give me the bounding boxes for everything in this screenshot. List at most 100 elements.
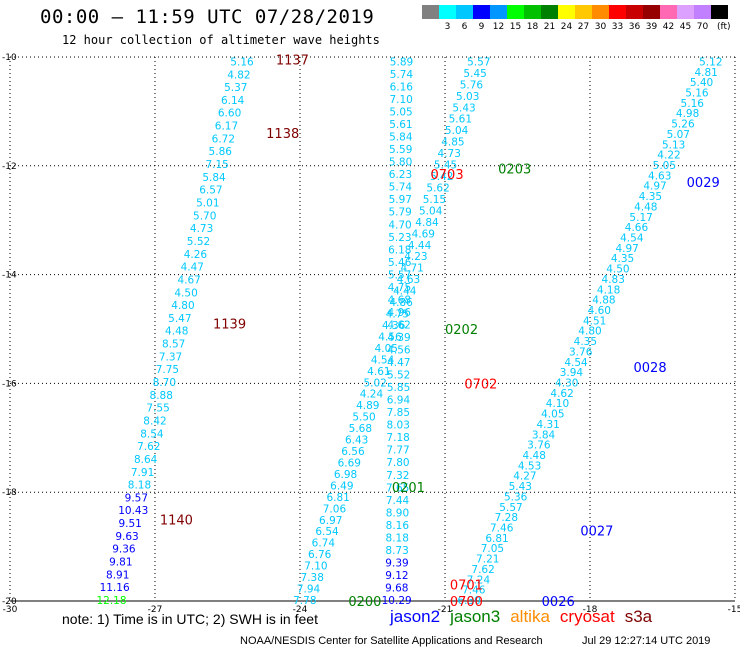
swh-value-label: 4.63 — [397, 274, 420, 286]
swh-value-label: 6.60 — [218, 108, 241, 120]
swh-value-label: 4.31 — [536, 419, 559, 431]
swh-value-label: 9.39 — [385, 557, 408, 569]
time-label: 1137 — [276, 54, 309, 69]
swh-value-label: 4.22 — [657, 150, 680, 162]
swh-value-label: 5.17 — [629, 212, 652, 224]
swh-value-label: 4.18 — [597, 284, 620, 296]
swh-value-label: 5.84 — [389, 132, 413, 144]
swh-value-label: 5.52 — [387, 370, 410, 382]
swh-value-label: 4.97 — [615, 243, 638, 255]
swh-value-label: 4.89 — [356, 400, 379, 412]
swh-value-label: 4.66 — [625, 222, 649, 234]
swh-value-label: 5.05 — [389, 107, 412, 119]
swh-value-label: 3.94 — [560, 367, 584, 379]
swh-value-label: 5.45 — [463, 68, 486, 80]
swh-value-label: 5.57 — [499, 502, 522, 514]
swh-value-label: 4.48 — [523, 450, 546, 462]
swh-value-label: 6.76 — [308, 549, 332, 561]
swh-value-label: 5.46 — [388, 257, 412, 269]
swh-value-label: 4.35 — [639, 191, 662, 203]
color-swatch — [507, 5, 524, 19]
swh-value-label: 5.40 — [690, 77, 713, 89]
swh-value-label: 5.45 — [434, 160, 457, 172]
swh-value-label: 5.01 — [196, 197, 219, 209]
swh-value-label: 4.67 — [177, 274, 200, 286]
swh-value-label: 7.85 — [387, 407, 410, 419]
swh-value-label: 6.74 — [312, 538, 336, 550]
swh-value-label: 7.28 — [495, 512, 518, 524]
swh-value-label: 4.54 — [371, 354, 395, 366]
swh-value-label: 4.80 — [578, 326, 601, 338]
swh-value-label: 12.18 — [96, 595, 126, 607]
swh-value-label: 8.18 — [386, 532, 409, 544]
color-swatch — [422, 5, 439, 19]
swh-value-label: 4.97 — [643, 181, 666, 193]
swh-value-label: 7.94 — [297, 584, 321, 596]
swh-value-label: 5.02 — [363, 377, 386, 389]
swh-value-label: 5.59 — [389, 144, 412, 156]
swh-value-label: 4.83 — [602, 274, 625, 286]
time-label: 0027 — [580, 524, 613, 539]
color-swatch — [677, 5, 694, 19]
swh-value-label: 6.81 — [326, 492, 349, 504]
swh-value-label: 6.17 — [215, 121, 238, 133]
swh-value-label: 5.80 — [389, 157, 412, 169]
swh-value-label: 7.55 — [146, 403, 169, 415]
color-swatch — [473, 5, 490, 19]
swh-value-label: 7.05 — [481, 543, 504, 555]
swh-value-label: 4.39 — [387, 332, 410, 344]
color-swatch — [609, 5, 626, 19]
swh-value-label: 4.53 — [518, 460, 541, 472]
swh-value-label: 6.72 — [212, 133, 235, 145]
time-label: 0026 — [542, 595, 575, 610]
color-scale-unit: (ft) — [717, 22, 731, 32]
swh-value-label: 5.26 — [671, 119, 695, 131]
swh-value-label: 9.63 — [115, 531, 138, 543]
color-swatch — [643, 5, 660, 19]
swh-value-label: 6.54 — [315, 526, 339, 538]
time-label: 0700 — [450, 595, 483, 610]
time-label: 0202 — [445, 323, 478, 338]
swh-value-label: 7.38 — [301, 572, 324, 584]
color-scale-label: 27 — [577, 22, 590, 32]
page-subtitle: 12 hour collection of altimeter wave hei… — [62, 33, 380, 47]
swh-value-label: 7.06 — [323, 503, 347, 515]
swh-value-label: 5.61 — [389, 119, 412, 131]
x-tick-label: -27 — [148, 605, 163, 615]
swh-value-label: 4.69 — [412, 228, 435, 240]
time-label: 0203 — [498, 163, 531, 178]
swh-value-label: 5.57 — [467, 56, 490, 68]
swh-value-label: 4.80 — [171, 300, 194, 312]
x-tick-label: -30 — [3, 605, 18, 615]
swh-value-label: 4.86 — [389, 297, 413, 309]
swh-value-label: 4.23 — [404, 251, 427, 263]
swh-value-label: 5.74 — [390, 69, 414, 81]
swh-value-label: 5.23 — [388, 232, 411, 244]
swh-value-label: 8.90 — [386, 507, 409, 519]
swh-value-label: 9.57 — [125, 492, 148, 504]
swh-value-label: 5.86 — [209, 146, 233, 158]
satellite-name: jason2 — [390, 607, 441, 626]
swh-value-label: 4.47 — [387, 357, 410, 369]
swh-value-label: 4.84 — [415, 217, 439, 229]
satellite-name: jason3 — [450, 607, 501, 626]
color-scale-label: 70 — [696, 22, 709, 32]
swh-value-label: 6.16 — [390, 81, 414, 93]
swh-value-label: 4.05 — [541, 409, 564, 421]
color-swatch — [524, 5, 541, 19]
swh-value-label: 5.36 — [504, 491, 528, 503]
swh-value-label: 11.16 — [100, 582, 130, 594]
page-title: 00:00 – 11:59 UTC 07/28/2019 — [40, 6, 375, 28]
swh-value-label: 4.70 — [388, 219, 411, 231]
color-scale-label: 24 — [560, 22, 573, 32]
swh-value-label: 5.16 — [685, 88, 709, 100]
swh-value-label: 5.97 — [389, 194, 412, 206]
swh-value-label: 5.03 — [456, 91, 479, 103]
swh-value-label: 8.70 — [153, 377, 176, 389]
swh-value-label: 5.68 — [349, 423, 372, 435]
swh-value-label: 7.77 — [386, 445, 409, 457]
y-tick-label: -12 — [2, 162, 17, 172]
swh-value-label: 3.76 — [527, 440, 551, 452]
swh-value-label: 8.16 — [386, 520, 410, 532]
swh-value-label: 6.30 — [457, 595, 480, 607]
